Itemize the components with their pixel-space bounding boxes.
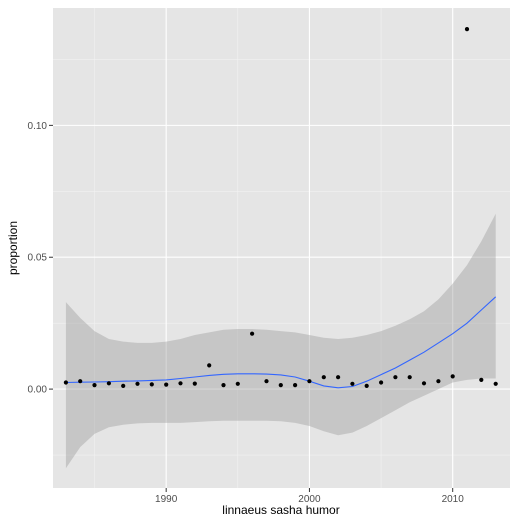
data-point bbox=[278, 383, 283, 388]
data-point bbox=[364, 383, 369, 388]
data-point bbox=[106, 381, 111, 386]
data-point bbox=[450, 374, 455, 379]
y-tick-label: 0.00 bbox=[28, 385, 48, 396]
data-point bbox=[207, 363, 212, 368]
data-point bbox=[393, 375, 398, 380]
panel-background bbox=[53, 8, 510, 488]
data-point bbox=[421, 381, 427, 386]
data-point bbox=[63, 380, 68, 385]
data-point bbox=[135, 381, 140, 386]
data-point bbox=[464, 27, 470, 32]
data-point bbox=[379, 380, 384, 385]
y-tick-label: 0.05 bbox=[28, 253, 48, 264]
data-point bbox=[78, 379, 83, 384]
minor-grid bbox=[53, 8, 510, 488]
data-point bbox=[336, 375, 341, 380]
data-point bbox=[293, 383, 298, 388]
data-point bbox=[192, 381, 197, 386]
x-tick-label: 1990 bbox=[155, 494, 178, 505]
data-point bbox=[121, 383, 126, 388]
x-tick-label: 2010 bbox=[442, 494, 465, 505]
data-point bbox=[264, 379, 269, 384]
x-axis-title: linnaeus sasha humor bbox=[222, 503, 339, 517]
data-point bbox=[164, 382, 169, 387]
data-point bbox=[493, 381, 498, 386]
data-point bbox=[479, 377, 484, 382]
data-point bbox=[178, 381, 183, 386]
smooth-line bbox=[65, 296, 497, 389]
data-point bbox=[407, 375, 412, 380]
confidence-ribbon bbox=[65, 213, 496, 469]
data-point bbox=[307, 379, 312, 384]
data-point bbox=[436, 379, 441, 384]
data-point bbox=[92, 383, 97, 388]
data-point bbox=[221, 383, 226, 388]
y-axis-title: proportion bbox=[6, 221, 20, 275]
data-point bbox=[250, 331, 255, 336]
data-point bbox=[350, 381, 355, 386]
data-point bbox=[321, 375, 326, 380]
data-point bbox=[235, 381, 240, 386]
x-axis-ticks: 1990 2000 2010 bbox=[155, 488, 464, 505]
data-point bbox=[149, 382, 154, 387]
y-axis-ticks: 0.00 0.05 0.10 bbox=[28, 121, 53, 396]
major-grid bbox=[53, 8, 510, 488]
data-points bbox=[63, 27, 498, 388]
x-tick-label: 2000 bbox=[298, 494, 321, 505]
y-tick-label: 0.10 bbox=[28, 121, 48, 132]
